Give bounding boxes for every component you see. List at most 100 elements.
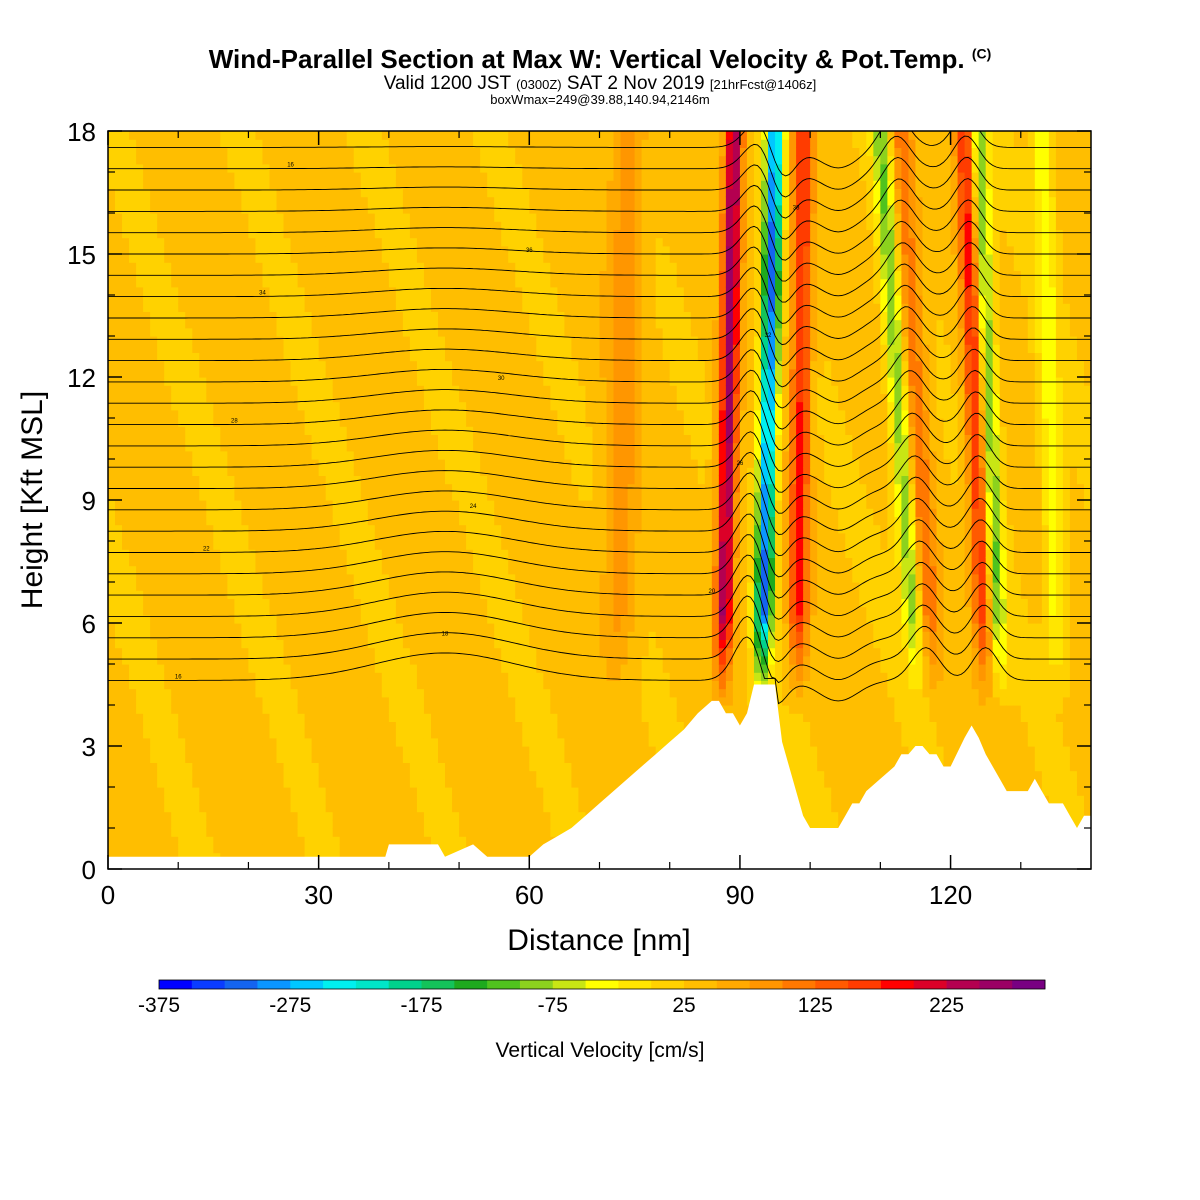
- velocity-cell: [248, 713, 257, 722]
- velocity-cell: [423, 541, 432, 550]
- velocity-cell: [402, 541, 411, 550]
- velocity-cell: [395, 131, 404, 140]
- velocity-cell: [339, 787, 348, 796]
- velocity-cell: [164, 713, 172, 722]
- velocity-cell: [234, 565, 243, 575]
- velocity-cell: [192, 221, 200, 230]
- velocity-cell: [171, 172, 179, 181]
- velocity-cell: [339, 155, 348, 165]
- velocity-cell: [480, 524, 488, 534]
- velocity-cell: [290, 295, 299, 304]
- velocity-cell: [480, 295, 488, 304]
- velocity-cell: [164, 229, 172, 239]
- velocity-cell: [395, 762, 404, 772]
- velocity-cell: [241, 352, 250, 362]
- velocity-cell: [269, 828, 278, 837]
- velocity-cell: [297, 516, 306, 526]
- velocity-cell: [150, 672, 158, 681]
- velocity-cell: [171, 549, 179, 558]
- velocity-cell: [108, 491, 116, 501]
- velocity-cell: [353, 737, 362, 747]
- velocity-cell: [164, 196, 172, 206]
- velocity-cell: [402, 688, 411, 698]
- velocity-cell: [227, 393, 235, 403]
- velocity-cell: [304, 639, 313, 649]
- velocity-cell: [480, 721, 488, 731]
- velocity-cell: [459, 729, 467, 739]
- velocity-cell: [304, 278, 313, 288]
- velocity-cell: [466, 295, 474, 304]
- velocity-cell: [325, 516, 334, 526]
- velocity-cell: [234, 237, 243, 247]
- velocity-cell: [353, 549, 362, 558]
- velocity-cell: [438, 811, 446, 821]
- velocity-cell: [311, 336, 320, 345]
- velocity-cell: [248, 754, 257, 763]
- velocity-cell: [129, 172, 137, 181]
- velocity-cell: [423, 516, 432, 526]
- velocity-cell: [409, 180, 418, 189]
- velocity-cell: [318, 549, 327, 558]
- velocity-cell: [227, 139, 235, 148]
- velocity-cell: [353, 352, 362, 362]
- velocity-cell: [157, 475, 165, 485]
- velocity-cell: [487, 155, 495, 165]
- velocity-cell: [269, 500, 278, 509]
- velocity-cell: [283, 245, 292, 255]
- velocity-cell: [487, 303, 495, 312]
- velocity-cell: [178, 213, 186, 222]
- velocity-cell: [241, 344, 250, 353]
- velocity-cell: [185, 311, 193, 321]
- velocity-cell: [255, 139, 264, 148]
- velocity-cell: [374, 344, 383, 353]
- velocity-cell: [332, 368, 341, 378]
- velocity-cell: [416, 778, 425, 788]
- velocity-cell: [157, 418, 165, 427]
- velocity-cell: [234, 163, 243, 173]
- velocity-cell: [234, 385, 243, 394]
- velocity-cell: [395, 565, 404, 575]
- velocity-cell: [108, 475, 116, 485]
- velocity-cell: [164, 549, 172, 558]
- velocity-cell: [157, 549, 165, 558]
- velocity-cell: [157, 467, 165, 476]
- velocity-cell: [248, 614, 257, 624]
- velocity-cell: [206, 836, 214, 845]
- velocity-cell: [445, 844, 453, 854]
- velocity-cell: [381, 655, 390, 665]
- velocity-cell: [311, 393, 320, 403]
- velocity-cell: [269, 623, 278, 632]
- velocity-cell: [108, 787, 116, 796]
- velocity-cell: [423, 655, 432, 665]
- velocity-cell: [466, 721, 474, 731]
- velocity-cell: [206, 385, 214, 394]
- velocity-cell: [262, 762, 271, 772]
- velocity-cell: [255, 639, 264, 649]
- velocity-cell: [473, 418, 481, 427]
- velocity-cell: [115, 254, 123, 263]
- velocity-cell: [192, 639, 200, 649]
- velocity-cell: [297, 237, 306, 247]
- velocity-cell: [466, 196, 474, 206]
- velocity-cell: [339, 254, 348, 263]
- velocity-cell: [164, 532, 172, 542]
- velocity-cell: [290, 147, 299, 157]
- velocity-cell: [360, 196, 369, 206]
- velocity-cell: [452, 188, 460, 198]
- velocity-cell: [150, 655, 158, 665]
- velocity-cell: [346, 705, 355, 714]
- velocity-cell: [325, 393, 334, 403]
- velocity-cell: [374, 557, 383, 567]
- velocity-cell: [297, 508, 306, 517]
- velocity-cell: [129, 393, 137, 403]
- velocity-cell: [199, 360, 207, 370]
- velocity-cell: [339, 188, 348, 198]
- velocity-cell: [297, 680, 306, 690]
- velocity-cell: [346, 286, 355, 296]
- velocity-cell: [466, 819, 474, 829]
- velocity-cell: [423, 828, 432, 837]
- velocity-cell: [423, 385, 432, 394]
- velocity-cell: [360, 647, 369, 657]
- velocity-cell: [360, 787, 369, 796]
- velocity-cell: [213, 409, 221, 419]
